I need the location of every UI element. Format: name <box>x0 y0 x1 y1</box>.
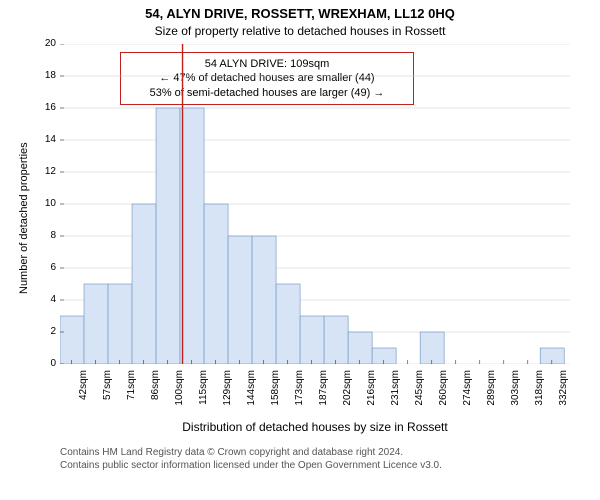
x-tick-label: 86sqm <box>150 370 161 420</box>
x-tick-label: 274sqm <box>462 370 473 420</box>
x-tick-label: 260sqm <box>438 370 449 420</box>
copyright-line-1: Contains HM Land Registry data © Crown c… <box>60 446 442 459</box>
chart-container: { "titles": { "main": "54, ALYN DRIVE, R… <box>0 0 600 500</box>
y-tick-label: 18 <box>32 70 56 81</box>
x-tick-label: 202sqm <box>342 370 353 420</box>
y-tick-label: 20 <box>32 38 56 49</box>
x-tick-label: 318sqm <box>534 370 545 420</box>
y-tick-label: 10 <box>32 198 56 209</box>
y-tick-label: 0 <box>32 358 56 369</box>
chart-title-main: 54, ALYN DRIVE, ROSSETT, WREXHAM, LL12 0… <box>0 6 600 21</box>
y-tick-label: 14 <box>32 134 56 145</box>
x-tick-label: 231sqm <box>390 370 401 420</box>
x-tick-label: 332sqm <box>558 370 569 420</box>
y-tick-label: 2 <box>32 326 56 337</box>
x-tick-label: 71sqm <box>126 370 137 420</box>
y-tick-label: 12 <box>32 166 56 177</box>
x-tick-label: 100sqm <box>174 370 185 420</box>
x-tick-label: 303sqm <box>510 370 521 420</box>
chart-title-sub: Size of property relative to detached ho… <box>0 24 600 38</box>
x-tick-label: 115sqm <box>198 370 209 420</box>
x-tick-label: 216sqm <box>366 370 377 420</box>
x-tick-label: 144sqm <box>246 370 257 420</box>
y-axis-label: Number of detached properties <box>18 142 30 294</box>
x-tick-label: 129sqm <box>222 370 233 420</box>
y-tick-label: 6 <box>32 262 56 273</box>
y-tick-label: 8 <box>32 230 56 241</box>
copyright-line-2: Contains public sector information licen… <box>60 459 442 472</box>
x-tick-label: 173sqm <box>294 370 305 420</box>
x-tick-label: 158sqm <box>270 370 281 420</box>
y-tick-label: 4 <box>32 294 56 305</box>
y-tick-label: 16 <box>32 102 56 113</box>
copyright-notice: Contains HM Land Registry data © Crown c… <box>60 446 442 472</box>
x-axis-label: Distribution of detached houses by size … <box>60 420 570 434</box>
x-tick-label: 42sqm <box>78 370 89 420</box>
x-tick-label: 57sqm <box>102 370 113 420</box>
histogram-chart <box>60 44 570 364</box>
x-tick-label: 245sqm <box>414 370 425 420</box>
x-tick-label: 289sqm <box>486 370 497 420</box>
x-tick-label: 187sqm <box>318 370 329 420</box>
